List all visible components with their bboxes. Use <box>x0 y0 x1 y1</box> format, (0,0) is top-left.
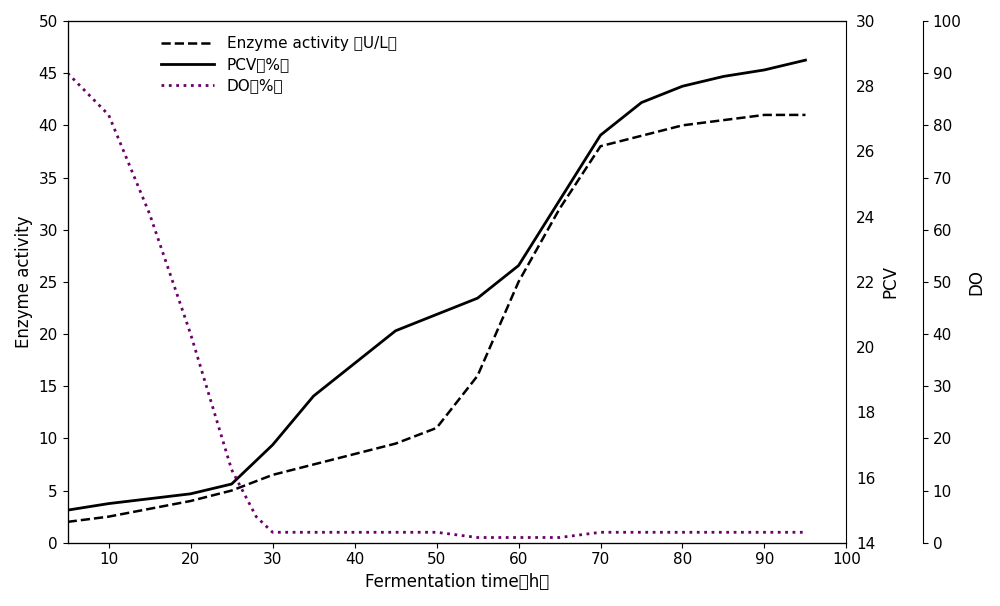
Enzyme activity （U/L） <box>226 487 238 494</box>
DO（%） <box>758 528 770 536</box>
DO（%） <box>390 528 402 536</box>
DO（%） <box>308 528 320 536</box>
Line: PCV（%）: PCV（%） <box>68 60 805 510</box>
Enzyme activity （U/L） <box>308 461 320 468</box>
Enzyme activity （U/L） <box>431 424 443 431</box>
PCV（%） <box>636 99 648 106</box>
PCV（%） <box>799 56 811 64</box>
Y-axis label: Enzyme activity: Enzyme activity <box>15 216 33 348</box>
DO（%） <box>226 466 238 473</box>
PCV（%） <box>390 327 402 335</box>
Enzyme activity （U/L） <box>676 122 688 129</box>
Enzyme activity （U/L） <box>717 116 729 124</box>
DO（%） <box>267 528 279 536</box>
X-axis label: Fermentation time（h）: Fermentation time（h） <box>365 573 549 591</box>
DO（%） <box>676 528 688 536</box>
Y-axis label: DO: DO <box>967 269 985 295</box>
PCV（%） <box>185 490 197 498</box>
PCV（%） <box>595 132 607 139</box>
Enzyme activity （U/L） <box>103 513 115 521</box>
DO（%） <box>62 70 74 77</box>
Line: Enzyme activity （U/L）: Enzyme activity （U/L） <box>68 115 805 522</box>
Enzyme activity （U/L） <box>267 471 279 479</box>
DO（%） <box>636 528 648 536</box>
PCV（%） <box>758 66 770 73</box>
PCV（%） <box>103 500 115 507</box>
Enzyme activity （U/L） <box>185 498 197 505</box>
Enzyme activity （U/L） <box>758 112 770 119</box>
PCV（%） <box>717 73 729 80</box>
Enzyme activity （U/L） <box>799 112 811 119</box>
Line: DO（%）: DO（%） <box>68 73 805 538</box>
DO（%） <box>513 534 525 541</box>
DO（%） <box>431 528 443 536</box>
Enzyme activity （U/L） <box>472 372 484 379</box>
DO（%） <box>250 513 262 521</box>
DO（%） <box>349 528 361 536</box>
PCV（%） <box>513 262 525 269</box>
PCV（%） <box>308 392 320 399</box>
DO（%） <box>595 528 607 536</box>
PCV（%） <box>349 360 361 367</box>
Enzyme activity （U/L） <box>349 450 361 458</box>
PCV（%） <box>472 295 484 302</box>
DO（%） <box>103 112 115 119</box>
DO（%） <box>185 330 197 338</box>
DO（%） <box>472 534 484 541</box>
PCV（%） <box>226 481 238 488</box>
Y-axis label: PCV: PCV <box>881 265 899 298</box>
PCV（%） <box>431 311 443 318</box>
Enzyme activity （U/L） <box>554 205 566 213</box>
Enzyme activity （U/L） <box>390 440 402 447</box>
Enzyme activity （U/L） <box>636 132 648 139</box>
Enzyme activity （U/L） <box>62 518 74 525</box>
Legend: Enzyme activity （U/L）, PCV（%）, DO（%）: Enzyme activity （U/L）, PCV（%）, DO（%） <box>153 28 404 101</box>
Enzyme activity （U/L） <box>513 278 525 285</box>
PCV（%） <box>554 197 566 204</box>
PCV（%） <box>62 507 74 514</box>
PCV（%） <box>676 82 688 90</box>
PCV（%） <box>267 441 279 448</box>
Enzyme activity （U/L） <box>595 142 607 150</box>
DO（%） <box>144 210 156 218</box>
DO（%） <box>554 534 566 541</box>
DO（%） <box>717 528 729 536</box>
DO（%） <box>799 528 811 536</box>
